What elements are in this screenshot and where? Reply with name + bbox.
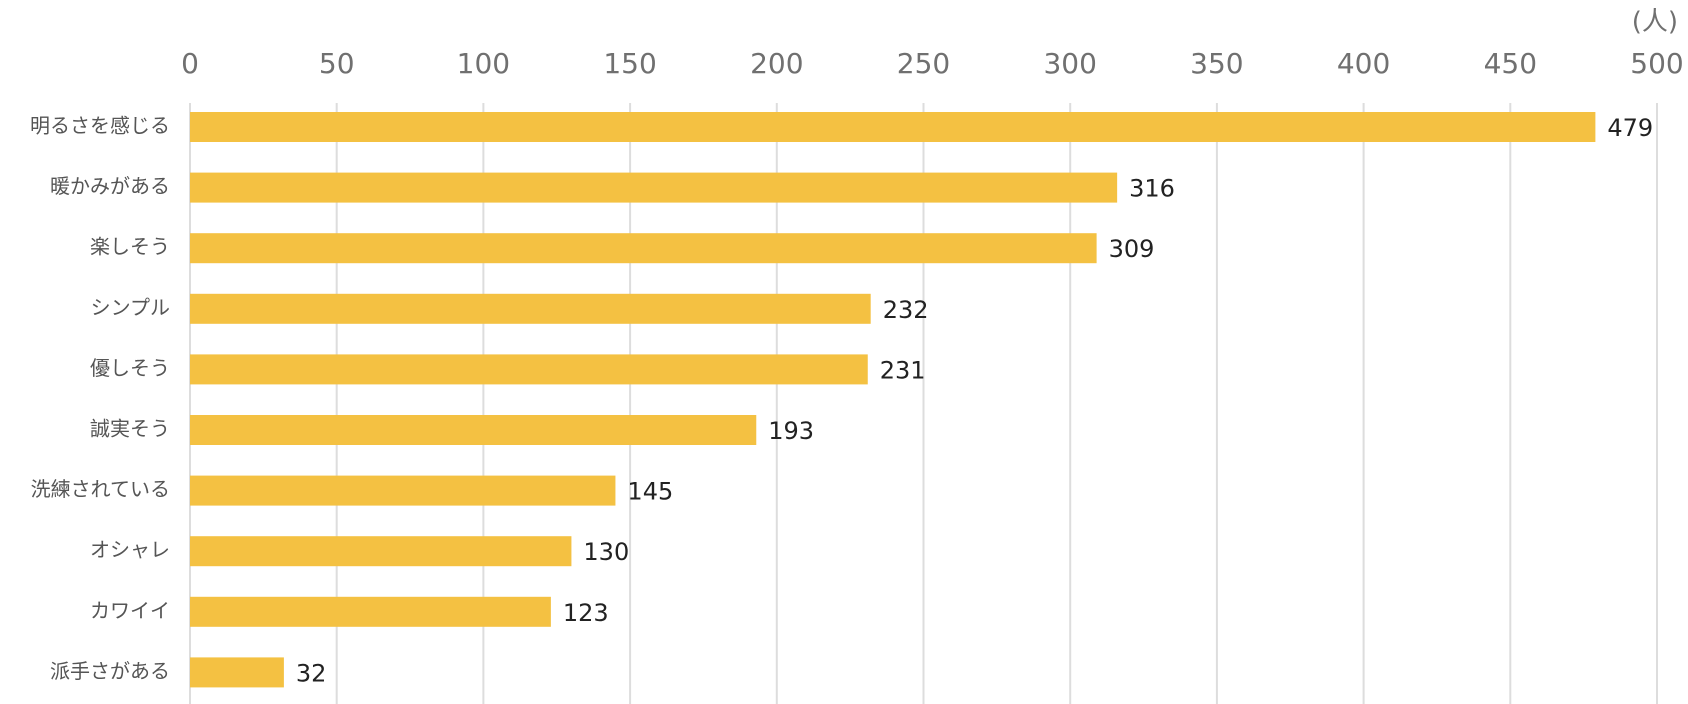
x-tick-label: 450 [1484, 47, 1537, 80]
x-tick-label: 500 [1630, 47, 1683, 80]
category-label: 優しそう [90, 356, 170, 380]
x-tick-label: 250 [897, 47, 950, 80]
data-label: 232 [883, 296, 929, 324]
bar [190, 112, 1596, 142]
data-label: 193 [768, 417, 814, 445]
x-tick-label: 350 [1190, 47, 1243, 80]
category-label: カワイイ [90, 598, 170, 622]
x-tick-label: 100 [457, 47, 510, 80]
data-label: 309 [1109, 235, 1155, 263]
data-label: 130 [583, 538, 629, 566]
x-tick-label: 50 [319, 47, 355, 80]
x-tick-label: 400 [1337, 47, 1390, 80]
bar [190, 354, 868, 385]
category-label: シンプル [91, 295, 170, 319]
bar [190, 596, 551, 627]
data-label: 479 [1607, 114, 1653, 142]
gridlines [189, 103, 1658, 704]
category-label: 暖かみがある [50, 174, 170, 198]
bar [190, 536, 572, 567]
bar [190, 657, 284, 688]
bar [190, 293, 871, 324]
bar [190, 475, 616, 506]
category-label: 派手さがある [50, 659, 170, 683]
x-tick-label: 300 [1043, 47, 1096, 80]
category-label: オシャレ [90, 538, 170, 562]
category-label: 誠実そう [90, 417, 170, 441]
data-label: 123 [563, 599, 609, 627]
x-tick-label: 150 [603, 47, 656, 80]
data-label: 32 [296, 659, 327, 687]
category-label: 明るさを感じる [30, 114, 170, 138]
x-tick-labels: 0 50 100 150 200 250 300 350 400 450 500 [181, 47, 1684, 80]
category-label: 楽しそう [90, 235, 170, 259]
data-label: 316 [1129, 175, 1175, 203]
x-tick-label: 200 [750, 47, 803, 80]
bar [190, 172, 1118, 203]
category-label: 洗練されている [31, 477, 170, 501]
x-tick-label: 0 [181, 47, 199, 80]
bar [190, 233, 1097, 264]
bars: 明るさを感じる 479 暖かみがある 316 楽しそう 309 シンプル 232 優しそう 231… [30, 112, 1653, 688]
data-label: 145 [627, 478, 673, 506]
bar [190, 415, 757, 445]
data-label: 231 [880, 356, 926, 384]
unit-label: (人) [1632, 7, 1678, 37]
